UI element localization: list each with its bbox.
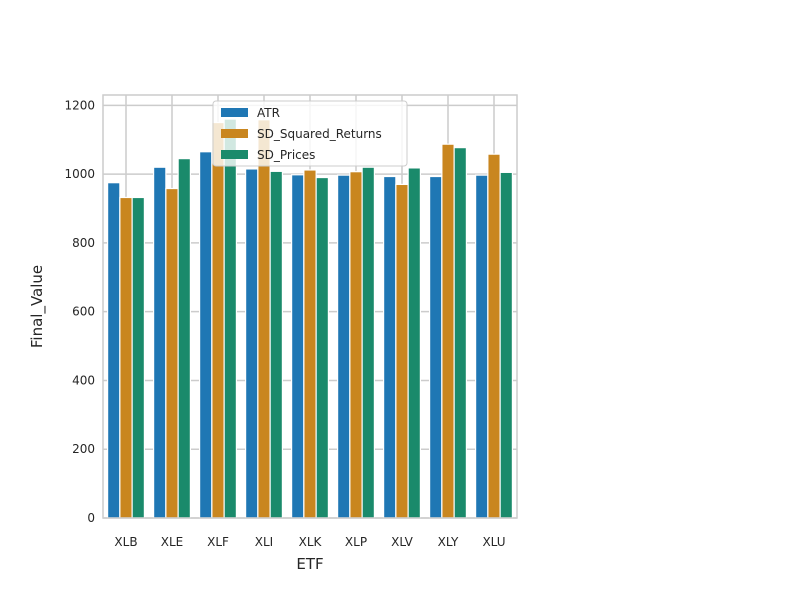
bar bbox=[429, 175, 443, 519]
bar bbox=[223, 118, 237, 519]
bar bbox=[315, 176, 329, 519]
legend-swatch bbox=[221, 129, 248, 138]
y-tick-label: 600 bbox=[72, 305, 95, 319]
bar bbox=[211, 121, 225, 519]
bar bbox=[475, 174, 489, 519]
y-axis-title: Final_Value bbox=[28, 265, 47, 348]
y-tick-label: 200 bbox=[72, 442, 95, 456]
y-tick-label: 400 bbox=[72, 373, 95, 387]
x-tick-label: XLY bbox=[438, 535, 459, 549]
x-tick-label: XLV bbox=[391, 535, 414, 549]
x-tick-label: XLK bbox=[299, 535, 323, 549]
bar bbox=[407, 167, 421, 519]
bar bbox=[487, 153, 501, 519]
x-tick-label: XLF bbox=[207, 535, 229, 549]
bar bbox=[383, 175, 397, 519]
bar bbox=[303, 169, 317, 519]
bar bbox=[177, 158, 191, 519]
legend-label: SD_Prices bbox=[257, 148, 315, 162]
bar bbox=[245, 168, 259, 519]
bar bbox=[257, 119, 271, 519]
y-tick-label: 1200 bbox=[64, 98, 95, 112]
bar bbox=[349, 171, 363, 519]
bar bbox=[165, 187, 179, 519]
legend-label: ATR bbox=[257, 106, 280, 120]
y-tick-label: 800 bbox=[72, 236, 95, 250]
bar bbox=[106, 182, 121, 519]
bar bbox=[441, 143, 455, 519]
bar bbox=[395, 183, 409, 519]
x-tick-label: XLE bbox=[161, 535, 184, 549]
bar bbox=[199, 151, 213, 519]
x-tick-label: XLU bbox=[482, 535, 505, 549]
bar bbox=[291, 174, 305, 519]
legend-swatch bbox=[221, 108, 248, 117]
bar bbox=[337, 174, 351, 519]
y-tick-label: 1000 bbox=[64, 167, 95, 181]
bars-layer bbox=[106, 118, 513, 519]
x-tick-label: XLP bbox=[345, 535, 367, 549]
x-tick-labels: XLB XLE XLF XLI XLK XLP XLV XLY XLU bbox=[114, 535, 505, 549]
x-tick-label: XLI bbox=[255, 535, 273, 549]
bar bbox=[361, 166, 375, 519]
bar bbox=[499, 171, 513, 519]
bar bbox=[269, 170, 283, 519]
bar bbox=[131, 196, 145, 519]
bar bbox=[119, 196, 133, 519]
x-axis-title: ETF bbox=[296, 555, 323, 573]
legend-label: SD_Squared_Returns bbox=[257, 127, 382, 141]
plot-frame bbox=[102, 94, 518, 519]
y-tick-labels: 0 200 400 600 800 1000 1200 bbox=[64, 98, 95, 525]
legend-box bbox=[212, 100, 408, 167]
x-tick-label: XLB bbox=[114, 535, 137, 549]
legend-swatch bbox=[221, 150, 248, 159]
y-tick-label: 0 bbox=[87, 511, 95, 525]
legend: ATR SD_Squared_Returns SD_Prices bbox=[212, 100, 408, 167]
bar bbox=[153, 166, 167, 519]
bar bbox=[453, 147, 467, 519]
